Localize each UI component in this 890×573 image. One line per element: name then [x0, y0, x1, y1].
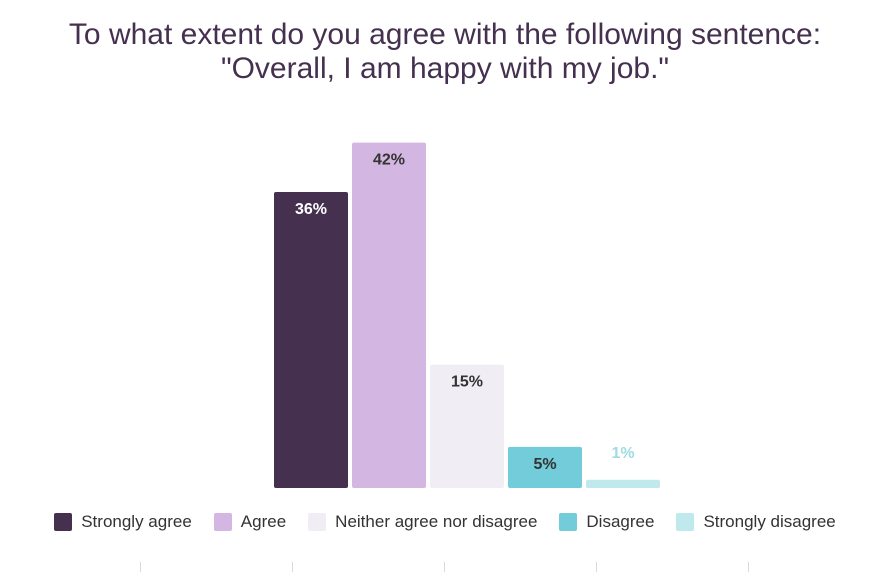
axis-tick: [596, 562, 597, 572]
legend: Strongly agree Agree Neither agree nor dis…: [0, 512, 890, 532]
axis-tick: [444, 562, 445, 572]
legend-item: Strongly agree: [54, 512, 192, 532]
bar-strongly-agree: [274, 192, 348, 488]
data-label: 5%: [533, 456, 556, 473]
legend-item: Neither agree nor disagree: [308, 512, 537, 532]
chart-title-line-1: To what extent do you agree with the fol…: [68, 18, 822, 51]
chart-title: To what extent do you agree with the fol…: [0, 18, 890, 86]
legend-label: Neither agree nor disagree: [335, 512, 538, 531]
axis-tick: [748, 562, 749, 572]
data-label: 1%: [611, 445, 634, 462]
legend-swatch: [54, 513, 73, 531]
legend-label: Strongly disagree: [703, 512, 836, 531]
bar-disagree: [508, 446, 582, 488]
legend-label: Strongly agree: [81, 512, 192, 531]
bar-neither-agree-nor-disagree: [430, 364, 504, 488]
legend-label: Agree: [240, 512, 287, 531]
data-label: 36%: [295, 201, 327, 218]
legend-swatch: [308, 513, 327, 531]
legend-item: Agree: [213, 512, 287, 532]
axis-tick: [140, 562, 141, 572]
bar-agree: [352, 142, 426, 488]
legend-item: Strongly disagree: [676, 512, 836, 532]
legend-label: Disagree: [586, 512, 655, 531]
bar-strongly-disagree: [586, 479, 660, 488]
legend-item: Disagree: [559, 512, 654, 532]
legend-swatch: [559, 513, 578, 531]
axis-tick: [292, 562, 293, 572]
legend-swatch: [213, 513, 232, 531]
data-label: 15%: [451, 374, 483, 391]
chart-title-line-2: "Overall, I am happy with my job.": [220, 52, 670, 85]
data-label: 42%: [373, 152, 405, 169]
legend-swatch: [676, 513, 695, 531]
